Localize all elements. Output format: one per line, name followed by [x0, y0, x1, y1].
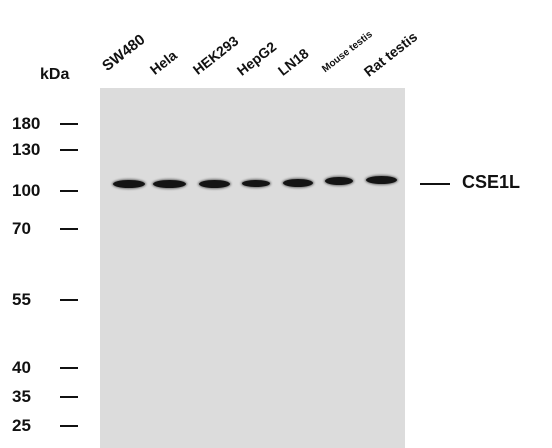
- band-hela: [153, 180, 186, 188]
- marker-label: 100: [12, 181, 41, 200]
- marker-tick: [60, 299, 78, 301]
- marker-55: 55: [12, 290, 78, 310]
- marker-label: 25: [12, 416, 31, 435]
- band-sw480: [113, 180, 145, 188]
- marker-label: 40: [12, 358, 31, 377]
- band-hepg2: [242, 180, 270, 187]
- marker-130: 130: [12, 140, 78, 160]
- target-label: CSE1L: [462, 172, 521, 192]
- marker-tick: [60, 425, 78, 427]
- band-hek293: [199, 180, 230, 188]
- unit-label: kDa: [40, 66, 70, 83]
- marker-tick: [60, 123, 78, 125]
- marker-40: 40: [12, 358, 78, 378]
- marker-25: 25: [12, 416, 78, 436]
- marker-label: 35: [12, 387, 31, 406]
- marker-tick: [60, 367, 78, 369]
- band-mouse-testis: [325, 177, 353, 185]
- marker-70: 70: [12, 219, 78, 239]
- marker-label: 70: [12, 219, 31, 238]
- marker-label: 55: [12, 290, 31, 309]
- target-tick: [420, 183, 450, 185]
- marker-tick: [60, 396, 78, 398]
- marker-100: 100: [12, 181, 78, 201]
- blot-membrane: [100, 88, 405, 448]
- marker-tick: [60, 228, 78, 230]
- marker-tick: [60, 190, 78, 192]
- band-rat-testis: [366, 176, 397, 184]
- marker-label: 130: [12, 140, 41, 159]
- band-ln18: [283, 179, 313, 187]
- marker-label: 180: [12, 114, 41, 133]
- marker-tick: [60, 149, 78, 151]
- marker-35: 35: [12, 387, 78, 407]
- marker-180: 180: [12, 114, 78, 134]
